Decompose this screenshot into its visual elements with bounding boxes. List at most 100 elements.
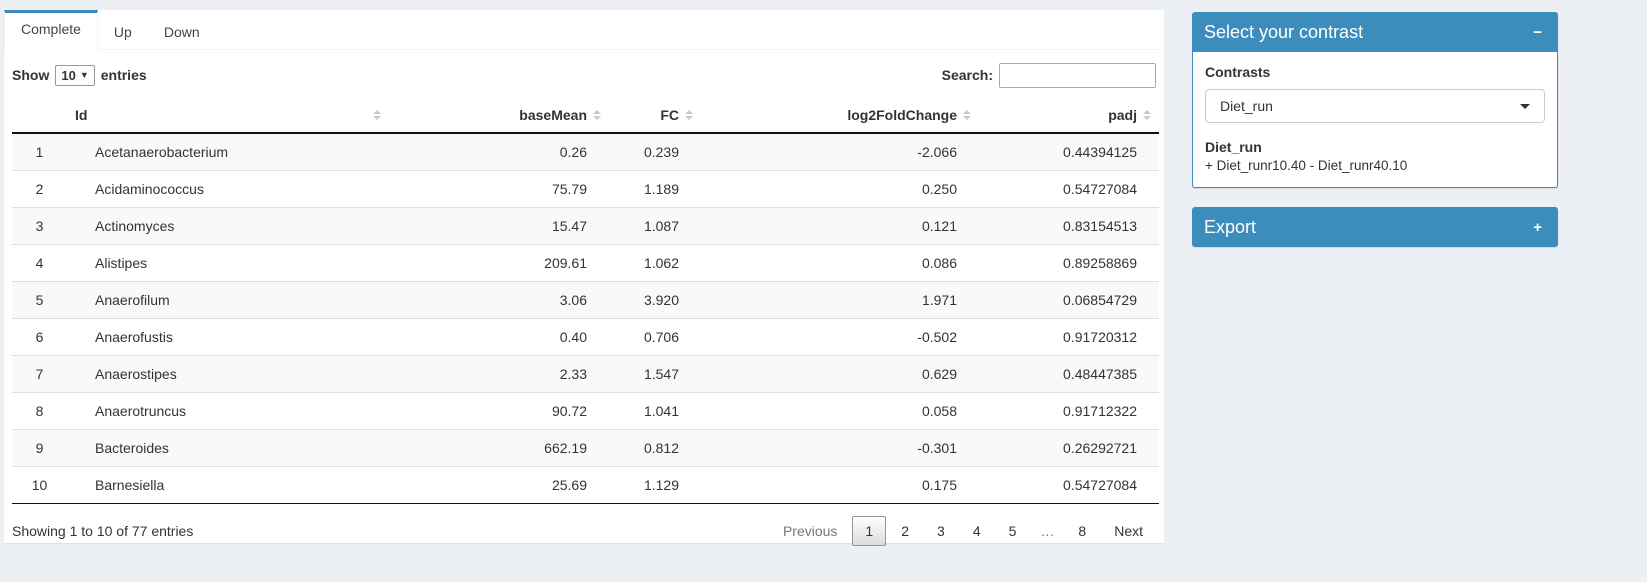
table-cell: 0.40 [389,318,609,356]
pagination-page-1[interactable]: 1 [852,516,887,546]
table-cell: 3 [12,207,67,245]
table-cell: Bacteroides [67,429,389,467]
table-row[interactable]: 10 Barnesiella 25.69 1.129 0.175 0.54727084 [12,466,1159,504]
pagination-page-8[interactable]: 8 [1078,523,1087,539]
page-length-select[interactable]: 10 ▼ [55,64,95,86]
table-header-row: Id baseMean FC [12,98,1159,134]
page-length-prefix: Show [12,67,50,83]
contrasts-select[interactable]: Diet_run [1205,89,1545,123]
table-row[interactable]: 8 Anaerotruncus 90.72 1.041 0.058 0.91712322 [12,392,1159,430]
table-cell: 3.06 [389,281,609,319]
table-cell: Actinomyces [67,207,389,245]
table-row[interactable]: 2 Acidaminococcus 75.79 1.189 0.250 0.5472708… [12,170,1159,208]
table-cell: 2 [12,170,67,208]
caret-down-icon [1520,103,1530,109]
table-cell: 0.91712322 [979,392,1159,430]
table-cell: 1.189 [609,170,701,208]
column-header-id[interactable]: Id [67,98,389,134]
table-cell: 209.61 [389,244,609,282]
table-cell: 0.26 [559,144,587,160]
sort-both-icon [1143,110,1151,120]
table-cell: 0.058 [701,392,979,430]
column-header-basemean[interactable]: baseMean [389,98,609,134]
table-row[interactable]: 5 Anaerofilum 3.06 3.920 1.971 0.06854729 [12,281,1159,319]
tab-up[interactable]: Up [113,24,132,40]
column-label: baseMean [519,107,587,123]
table-cell: Anaerofilum [67,281,389,319]
table-cell: Acidaminococcus [67,170,389,208]
pagination-page-4[interactable]: 4 [972,523,981,539]
table-cell: 9 [12,429,67,467]
table-cell: 0.706 [609,318,701,356]
table-cell: 3.920 [609,281,701,319]
pagination-next[interactable]: Next [1114,523,1143,539]
table-cell: 1.087 [609,207,701,245]
table-row[interactable]: 3 Actinomyces 15.47 1.087 0.121 0.83154513 [12,207,1159,245]
contrast-box-body: Contrasts Diet_run Diet_run + Diet_runr1… [1192,52,1558,188]
contrast-box: Select your contrast − Contrasts Diet_ru… [1192,12,1558,188]
column-header-padj[interactable]: padj [979,98,1159,134]
table-row[interactable]: 4 Alistipes 209.61 1.062 0.086 0.89258869 [12,244,1159,282]
table-cell: Anaerostipes [67,355,389,393]
table-info: Showing 1 to 10 of 77 entries [12,523,194,539]
page-length-value: 10 [61,67,76,83]
column-header-log2foldchange[interactable]: log2FoldChange [701,98,979,134]
table-cell: 0.086 [701,244,979,282]
pagination-page-5[interactable]: 5 [1008,523,1017,539]
table-cell: -2.066 [917,144,957,160]
export-box-header: Export + [1192,207,1558,247]
page-length-suffix: entries [100,67,147,83]
table-cell: 0.89258869 [979,244,1159,282]
results-tabbox: Complete Up Down Show 10 ▼ entries Searc… [4,10,1164,546]
table-cell: 25.69 [389,466,609,504]
table-row[interactable]: 7 Anaerostipes 2.33 1.547 0.629 0.48447385 [12,355,1159,393]
contrast-box-header: Select your contrast − [1192,12,1558,52]
table-cell: 0.26292721 [979,429,1159,467]
search-input[interactable] [999,62,1156,88]
table-row[interactable]: 6 Anaerofustis 0.40 0.706 -0.502 0.91720312 [12,318,1159,356]
column-label: FC [660,107,679,123]
table-cell: -0.301 [701,429,979,467]
tab-complete[interactable]: Complete [4,10,98,50]
sort-both-icon [373,110,381,120]
page-length-control: Show 10 ▼ entries [12,64,147,86]
table-cell: Barnesiella [67,466,389,504]
export-box-title: Export [1204,216,1257,237]
pagination-page-2[interactable]: 2 [901,523,910,539]
table-cell: 8 [12,392,67,430]
datatable-area: Show 10 ▼ entries Search: [4,62,1164,552]
collapse-minus-icon[interactable]: − [1533,23,1542,41]
table-row[interactable]: 1 Acetanaerobacterium 0.26 0.239 -2.066 0.443… [12,133,1159,171]
column-header-fc[interactable]: FC [609,98,701,134]
contrast-box-title: Select your contrast [1204,21,1364,42]
table-cell: 5 [12,281,67,319]
table-cell: 75.79 [389,170,609,208]
table-cell: 0.54727084 [979,466,1159,504]
table-cell: 4 [12,244,67,282]
column-label: Id [75,107,88,123]
export-box: Export + [1192,207,1558,247]
table-cell: 0.54727084 [979,170,1159,208]
collapse-plus-icon[interactable]: + [1533,218,1542,236]
table-cell: 0.175 [701,466,979,504]
table-cell: 0.250 [701,170,979,208]
pagination: Previous 1 2 3 4 5 … 8 Next [768,516,1156,546]
table-cell: 15.47 [389,207,609,245]
table-cell: 1.062 [609,244,701,282]
table-cell: 1.547 [609,355,701,393]
sort-both-icon [593,110,601,120]
table-cell: 0.06854729 [979,281,1159,319]
results-table: Id baseMean FC [12,98,1159,504]
search-control: Search: [942,62,1156,88]
tab-down[interactable]: Down [163,24,200,40]
table-cell: 2.33 [389,355,609,393]
pagination-previous[interactable]: Previous [782,523,838,539]
pagination-page-3[interactable]: 3 [937,523,945,539]
table-cell: 1 [35,144,44,160]
sort-both-icon [963,110,971,120]
table-cell: 0.812 [609,429,701,467]
table-row[interactable]: 9 Bacteroides 662.19 0.812 -0.301 0.26292721 [12,429,1159,467]
column-header-rownum[interactable] [12,98,67,134]
table-cell: 0.91720312 [979,318,1159,356]
table-cell: Anaerofustis [67,318,389,356]
